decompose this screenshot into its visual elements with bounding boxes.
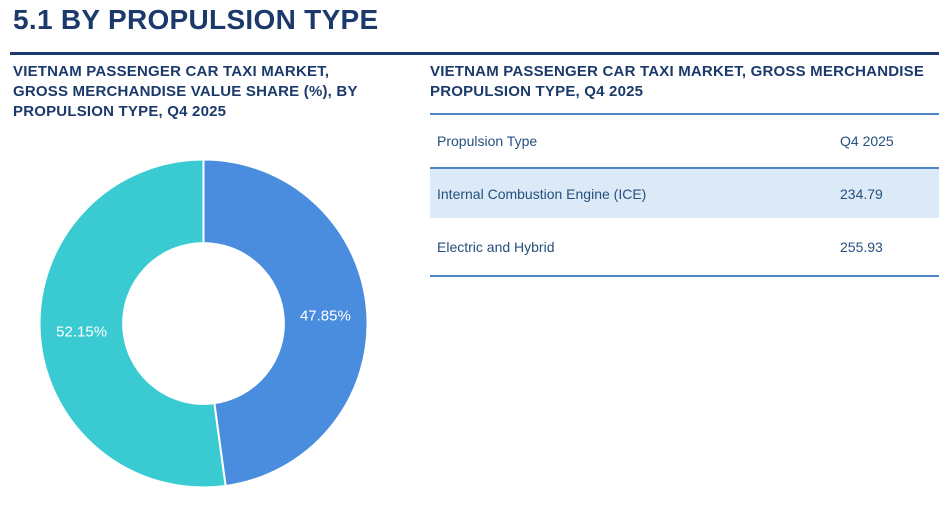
table-title: VIETNAM PASSENGER CAR TAXI MARKET, GROSS… — [430, 62, 939, 102]
row-label: Electric and Hybrid — [437, 238, 555, 255]
donut-segment-internal-combustion-engine-ice[interactable] — [202, 158, 369, 488]
propulsion-table: Propulsion Type Q4 2025 Internal Combust… — [430, 113, 939, 277]
donut-chart-title-line: GROSS MERCHANDISE VALUE SHARE (%), BY — [13, 83, 358, 100]
table-bottom-border — [430, 275, 939, 277]
donut-chart: 47.85% 52.15% — [38, 158, 369, 489]
row-label: Internal Combustion Engine (ICE) — [437, 185, 647, 202]
row-value: 234.79 — [840, 185, 883, 202]
table-top-border — [430, 113, 939, 115]
donut-chart-title: VIETNAM PASSENGER CAR TAXI MARKET, GROSS… — [13, 62, 418, 122]
donut-segment-electric-and-hybrid[interactable] — [38, 158, 227, 489]
row-value: 255.93 — [840, 238, 883, 255]
table-title-line: PROPULSION TYPE, Q4 2025 — [430, 83, 644, 100]
table-row-ice[interactable]: Internal Combustion Engine (ICE) 234.79 — [430, 167, 939, 218]
table-header-row: Propulsion Type Q4 2025 — [430, 115, 939, 167]
data-table-panel: VIETNAM PASSENGER CAR TAXI MARKET, GROSS… — [430, 62, 939, 277]
page-title: 5.1 BY PROPULSION TYPE — [13, 4, 379, 35]
donut-slice-label: 47.85% — [300, 307, 351, 324]
title-divider — [10, 52, 939, 55]
header-cell-q4-2025: Q4 2025 — [840, 133, 894, 149]
header-cell-propulsion-type: Propulsion Type — [437, 133, 538, 149]
donut-slice-label: 52.15% — [56, 324, 107, 341]
donut-chart-panel: VIETNAM PASSENGER CAR TAXI MARKET, GROSS… — [13, 62, 418, 122]
donut-chart-title-line: VIETNAM PASSENGER CAR TAXI MARKET, — [13, 63, 330, 80]
table-row-electric-hybrid[interactable]: Electric and Hybrid 255.93 — [430, 218, 939, 275]
table-title-line: VIETNAM PASSENGER CAR TAXI MARKET, GROSS… — [430, 63, 925, 80]
donut-chart-title-line: PROPULSION TYPE, Q4 2025 — [13, 103, 227, 120]
